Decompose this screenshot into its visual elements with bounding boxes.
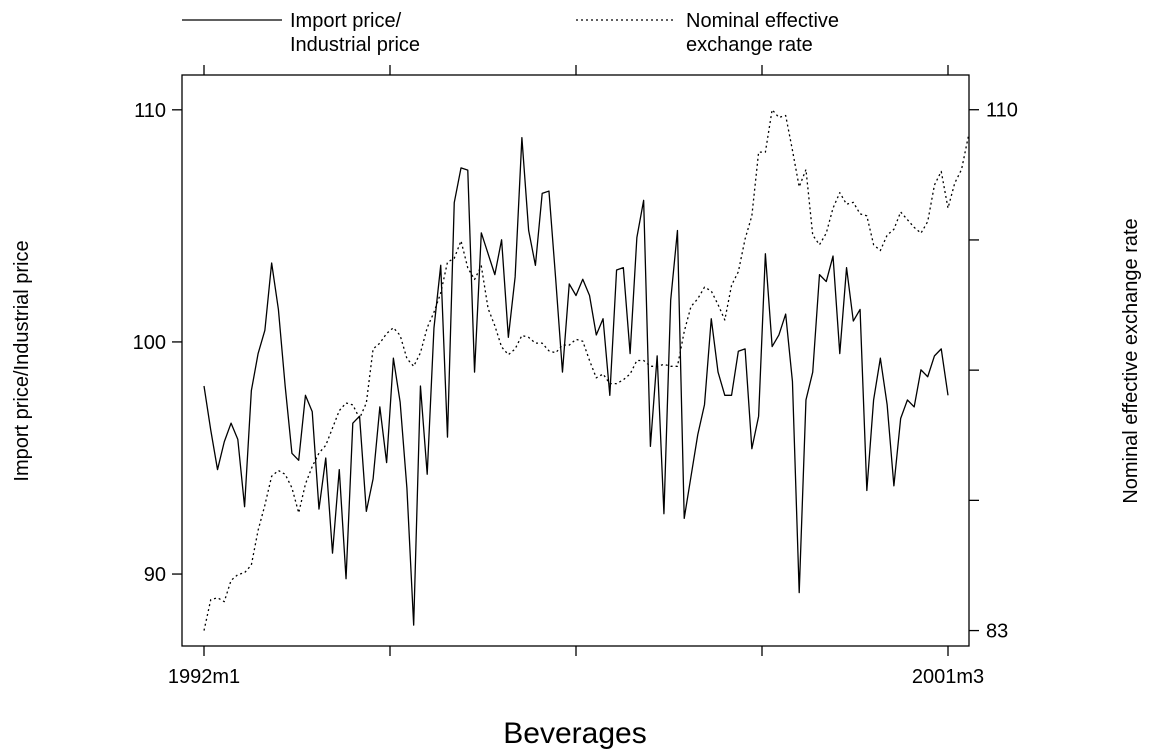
axis-ticks: 1992m1 2001m3 90 100 110 83 110: [133, 65, 1018, 688]
legend: Import price/Industrial price Nominal ef…: [182, 10, 839, 56]
x-tick-label-4: 2001m3: [912, 666, 984, 688]
y-axis-left-title: Import price/Industrial price: [11, 240, 33, 481]
y-left-tick-label-0: 90: [144, 564, 166, 586]
series-layer: [203, 109, 969, 631]
y-right-tick-label-0: 83: [986, 621, 1008, 643]
y-right-tick-label-4: 110: [986, 100, 1018, 122]
x-tick-label-0: 1992m1: [168, 666, 240, 688]
y-left-tick-label-1: 100: [133, 332, 166, 354]
legend-label-import-price: Import price/Industrial price: [290, 10, 420, 56]
series-line-exchange-rate: [203, 109, 969, 631]
series-line-import-price: [203, 137, 949, 626]
plot-frame: [181, 74, 970, 647]
y-axis-right-title: Nominal effective exchange rate: [1120, 218, 1142, 503]
y-left-tick-label-2: 110: [134, 100, 166, 122]
x-axis-title: Beverages: [503, 717, 646, 750]
legend-label-exchange-rate: Nominal effective exchange rate: [686, 10, 839, 56]
